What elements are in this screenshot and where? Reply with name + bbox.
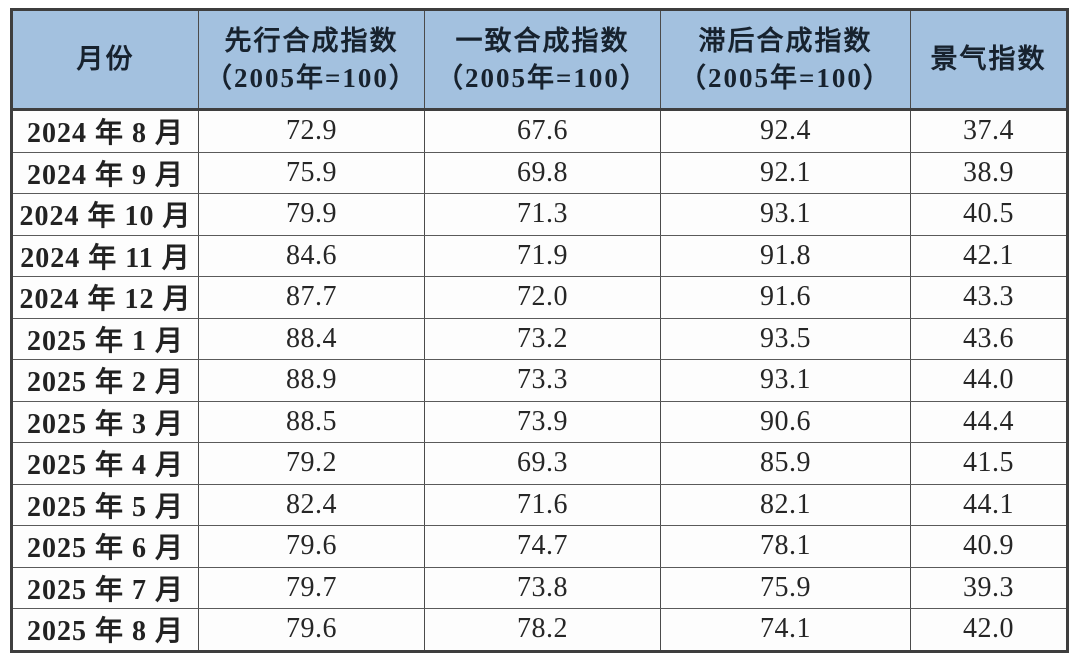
- value-cell: 37.4: [910, 109, 1068, 153]
- value-cell: 91.8: [660, 234, 911, 277]
- month-cell: 2024 年 12 月: [11, 276, 199, 319]
- value-cell: 93.5: [660, 317, 911, 360]
- month-cell: 2025 年 3 月: [11, 400, 199, 443]
- value-cell: 88.5: [198, 400, 425, 443]
- header-label: 景气指数: [930, 44, 1047, 75]
- table-body: 2024 年 8 月 72.9 67.6 92.4 37.4 2024 年 9 月 75.9…: [11, 109, 1068, 652]
- month-cell: 2025 年 8 月: [11, 608, 199, 652]
- value-cell: 79.2: [198, 442, 425, 485]
- header-cell-prosperity-index: 景气指数: [910, 9, 1068, 111]
- table-row: 2025 年 3 月 88.5 73.9 90.6 44.4: [11, 400, 1068, 443]
- value-cell: 72.0: [424, 276, 661, 319]
- value-cell: 73.9: [424, 400, 661, 443]
- month-cell: 2025 年 7 月: [11, 566, 199, 609]
- value-cell: 92.1: [660, 151, 911, 194]
- value-cell: 78.2: [424, 608, 661, 652]
- value-cell: 79.6: [198, 525, 425, 568]
- value-cell: 82.1: [660, 483, 911, 526]
- value-cell: 40.5: [910, 193, 1068, 236]
- table-row: 2025 年 5 月 82.4 71.6 82.1 44.1: [11, 483, 1068, 526]
- table-header: 月份 先行合成指数 （2005年=100） 一致合成指数 （2005年=100）…: [11, 9, 1068, 111]
- table-row: 2024 年 12 月 87.7 72.0 91.6 43.3: [11, 276, 1068, 319]
- table-row: 2025 年 7 月 79.7 73.8 75.9 39.3: [11, 566, 1068, 609]
- header-label: 月份: [76, 44, 135, 75]
- value-cell: 44.4: [910, 400, 1068, 443]
- header-cell-month: 月份: [11, 9, 199, 111]
- value-cell: 72.9: [198, 109, 425, 153]
- value-cell: 69.3: [424, 442, 661, 485]
- value-cell: 79.6: [198, 608, 425, 652]
- month-cell: 2025 年 2 月: [11, 359, 199, 402]
- header-label: 滞后合成指数: [698, 26, 873, 57]
- value-cell: 71.9: [424, 234, 661, 277]
- header-row: 月份 先行合成指数 （2005年=100） 一致合成指数 （2005年=100）…: [11, 9, 1068, 111]
- value-cell: 69.8: [424, 151, 661, 194]
- value-cell: 88.4: [198, 317, 425, 360]
- header-sub: （2005年=100）: [436, 62, 649, 93]
- value-cell: 74.1: [660, 608, 911, 652]
- table-row: 2025 年 6 月 79.6 74.7 78.1 40.9: [11, 525, 1068, 568]
- table-row: 2024 年 8 月 72.9 67.6 92.4 37.4: [11, 109, 1068, 153]
- value-cell: 43.3: [910, 276, 1068, 319]
- month-cell: 2024 年 11 月: [11, 234, 199, 277]
- table-row: 2024 年 9 月 75.9 69.8 92.1 38.9: [11, 151, 1068, 194]
- value-cell: 44.0: [910, 359, 1068, 402]
- value-cell: 67.6: [424, 109, 661, 153]
- month-cell: 2024 年 9 月: [11, 151, 199, 194]
- value-cell: 38.9: [910, 151, 1068, 194]
- month-cell: 2025 年 1 月: [11, 317, 199, 360]
- header-label: 先行合成指数: [224, 26, 399, 57]
- header-label: 一致合成指数: [455, 26, 630, 57]
- value-cell: 79.7: [198, 566, 425, 609]
- value-cell: 40.9: [910, 525, 1068, 568]
- value-cell: 73.2: [424, 317, 661, 360]
- table-row: 2024 年 10 月 79.9 71.3 93.1 40.5: [11, 193, 1068, 236]
- composite-index-table-container: 月份 先行合成指数 （2005年=100） 一致合成指数 （2005年=100）…: [10, 8, 1069, 653]
- value-cell: 75.9: [660, 566, 911, 609]
- table-row: 2025 年 1 月 88.4 73.2 93.5 43.6: [11, 317, 1068, 360]
- month-cell: 2024 年 8 月: [11, 109, 199, 153]
- table-row: 2025 年 4 月 79.2 69.3 85.9 41.5: [11, 442, 1068, 485]
- value-cell: 79.9: [198, 193, 425, 236]
- month-cell: 2024 年 10 月: [11, 193, 199, 236]
- value-cell: 84.6: [198, 234, 425, 277]
- header-cell-lagging-index: 滞后合成指数 （2005年=100）: [660, 9, 911, 111]
- value-cell: 44.1: [910, 483, 1068, 526]
- value-cell: 78.1: [660, 525, 911, 568]
- value-cell: 42.1: [910, 234, 1068, 277]
- value-cell: 91.6: [660, 276, 911, 319]
- value-cell: 88.9: [198, 359, 425, 402]
- value-cell: 93.1: [660, 359, 911, 402]
- header-sub: （2005年=100）: [205, 62, 418, 93]
- value-cell: 71.3: [424, 193, 661, 236]
- value-cell: 90.6: [660, 400, 911, 443]
- value-cell: 74.7: [424, 525, 661, 568]
- value-cell: 43.6: [910, 317, 1068, 360]
- value-cell: 85.9: [660, 442, 911, 485]
- value-cell: 71.6: [424, 483, 661, 526]
- value-cell: 73.8: [424, 566, 661, 609]
- table-row: 2025 年 8 月 79.6 78.2 74.1 42.0: [11, 608, 1068, 652]
- value-cell: 42.0: [910, 608, 1068, 652]
- value-cell: 82.4: [198, 483, 425, 526]
- value-cell: 41.5: [910, 442, 1068, 485]
- value-cell: 73.3: [424, 359, 661, 402]
- value-cell: 39.3: [910, 566, 1068, 609]
- value-cell: 93.1: [660, 193, 911, 236]
- month-cell: 2025 年 4 月: [11, 442, 199, 485]
- header-sub: （2005年=100）: [679, 62, 892, 93]
- month-cell: 2025 年 5 月: [11, 483, 199, 526]
- composite-index-table: 月份 先行合成指数 （2005年=100） 一致合成指数 （2005年=100）…: [10, 8, 1069, 653]
- value-cell: 75.9: [198, 151, 425, 194]
- table-row: 2024 年 11 月 84.6 71.9 91.8 42.1: [11, 234, 1068, 277]
- table-row: 2025 年 2 月 88.9 73.3 93.1 44.0: [11, 359, 1068, 402]
- header-cell-leading-index: 先行合成指数 （2005年=100）: [198, 9, 425, 111]
- month-cell: 2025 年 6 月: [11, 525, 199, 568]
- value-cell: 92.4: [660, 109, 911, 153]
- value-cell: 87.7: [198, 276, 425, 319]
- header-cell-coincident-index: 一致合成指数 （2005年=100）: [424, 9, 661, 111]
